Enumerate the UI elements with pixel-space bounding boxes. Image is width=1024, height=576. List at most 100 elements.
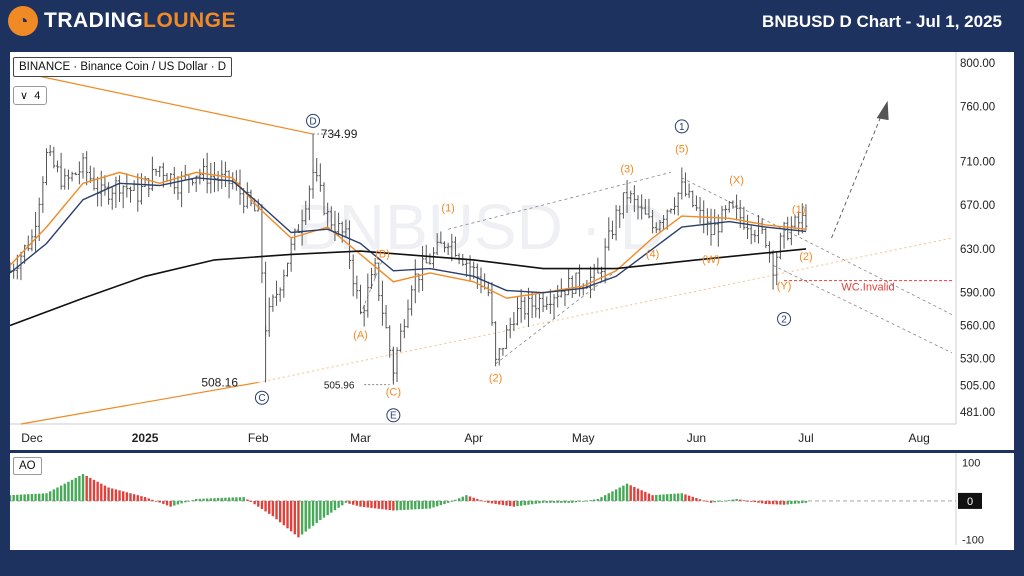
ao-histogram-bar (162, 500, 165, 504)
wave-circle-label: D (309, 116, 316, 127)
ao-histogram-bar (74, 477, 77, 501)
ao-histogram-bar (443, 500, 446, 504)
ohlc-bar (651, 209, 655, 234)
trend-line (495, 270, 617, 365)
wave-label: (4) (646, 249, 659, 261)
y-tick-label: 481.00 (960, 407, 995, 419)
ohlc-bar (435, 233, 439, 256)
ao-histogram-bar (731, 499, 735, 501)
ao-histogram-bar (614, 489, 618, 501)
ohlc-bar (118, 175, 122, 202)
ao-histogram-bar (140, 496, 143, 501)
ao-chart-svg[interactable]: 100 0 -100 (10, 453, 1014, 550)
ohlc-bar (19, 251, 23, 281)
ohlc-bar (516, 296, 520, 326)
ao-histogram-bar (85, 476, 88, 501)
x-tick-label: Dec (21, 431, 42, 445)
wave-circle-icon (777, 311, 792, 326)
ao-histogram-bar (516, 500, 519, 507)
ao-histogram-bar (107, 487, 110, 501)
ao-histogram-bar (348, 500, 351, 504)
ao-histogram-bar (509, 500, 512, 507)
y-tick-label: 560.00 (960, 321, 995, 333)
ohlc-bar (629, 190, 633, 204)
ao-histogram-bar (432, 500, 435, 508)
ao-histogram-bar (224, 497, 227, 501)
ao-histogram-bar (125, 492, 129, 501)
ohlc-bar (680, 167, 684, 200)
ao-histogram-bar (392, 500, 395, 511)
ohlc-bar (625, 179, 629, 213)
ohlc-bar (147, 178, 151, 198)
ohlc-bar (501, 347, 505, 356)
price-chart-svg[interactable]: BNBUSD · D800.00760.00710.00670.00630.00… (10, 52, 1014, 450)
ohlc-bar (267, 297, 271, 337)
ao-histogram-bar (205, 498, 209, 501)
ohlc-bar (475, 263, 479, 289)
wave-label: (5) (675, 144, 688, 156)
ao-tick-label: 100 (962, 458, 980, 470)
ohlc-bar (519, 289, 523, 323)
ao-histogram-bar (198, 498, 202, 501)
ao-histogram-bar (114, 489, 118, 501)
ohlc-bar (34, 211, 38, 252)
indicator-toggle[interactable]: ∨ 4 (13, 86, 48, 105)
ao-indicator-panel[interactable]: 100 0 -100 AO (10, 453, 1014, 550)
ao-histogram-bar (151, 499, 154, 501)
chevron-down-icon[interactable]: ∨ (20, 90, 29, 102)
ao-histogram-bar (315, 500, 318, 523)
ao-histogram-bar (724, 500, 727, 502)
ao-histogram-bar (414, 500, 417, 510)
ohlc-bar (223, 161, 227, 188)
ao-histogram-bar (195, 499, 198, 501)
ao-histogram-bar (476, 499, 479, 501)
ohlc-bar (399, 323, 403, 352)
ao-histogram-bar (545, 500, 548, 503)
x-tick-label: Mar (350, 431, 371, 445)
plot-area (10, 52, 952, 424)
wave-circle-icon (254, 390, 269, 405)
ao-histogram-bar (180, 500, 183, 504)
ao-histogram-bar (81, 474, 85, 501)
x-tick-label: 2025 (132, 431, 159, 445)
ohlc-bar (716, 214, 720, 247)
ohlc-bar (63, 168, 67, 190)
ao-histogram-bar (461, 496, 464, 501)
ao-histogram-bar (589, 500, 592, 501)
ohlc-bar (771, 250, 775, 290)
ohlc-bar (344, 219, 348, 238)
ao-histogram-bar (337, 500, 340, 508)
ao-histogram-bar (355, 500, 359, 506)
ohlc-bar (388, 325, 392, 358)
ao-histogram-bar (238, 497, 242, 501)
indicator-count: 4 (34, 90, 41, 102)
price-annotation: 734.99 (321, 127, 358, 141)
ohlc-bar (227, 170, 231, 199)
ao-histogram-bar (797, 500, 800, 504)
ao-histogram-bar (268, 500, 271, 514)
ohlc-bar (574, 272, 578, 294)
ao-histogram-bar (359, 500, 362, 507)
ohlc-bar (658, 220, 662, 232)
ao-histogram-bar (52, 489, 56, 501)
ohlc-bar (114, 176, 118, 208)
ao-histogram-bar (293, 500, 296, 535)
ao-histogram-bar (326, 500, 329, 516)
ao-histogram-bar (527, 500, 530, 505)
ao-histogram-bar (563, 500, 567, 503)
price-chart-panel[interactable]: BNBUSD · D 800.00 760.00 710.00 670.00 630.00… (10, 52, 1014, 450)
ohlc-bar (198, 168, 202, 185)
ohlc-bar (570, 275, 574, 298)
ohlc-bar (359, 284, 363, 314)
wave-circle-icon (674, 119, 689, 134)
ao-histogram-bar (571, 500, 574, 503)
ao-histogram-bar (70, 479, 74, 501)
ao-histogram-bar (264, 500, 267, 512)
ao-histogram-bar (636, 488, 640, 501)
logo-text-part-a: TRADING (44, 9, 144, 32)
ao-histogram-bar (574, 500, 578, 503)
ohlc-bar (621, 192, 625, 219)
ao-histogram-bar (600, 497, 603, 501)
ao-histogram-bar (647, 493, 651, 501)
ohlc-bar (107, 182, 111, 205)
